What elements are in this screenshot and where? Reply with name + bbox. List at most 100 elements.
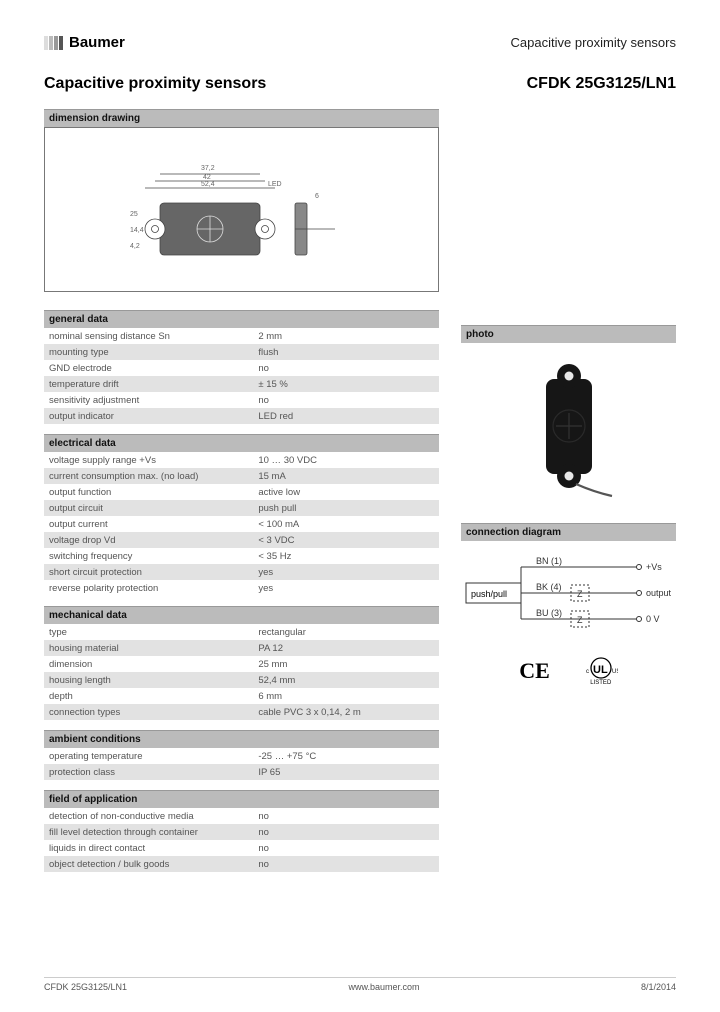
table-row: temperature drift± 15 % xyxy=(44,376,439,392)
section-general-data: general data xyxy=(44,310,439,328)
field-application-table: detection of non-conductive medianofill … xyxy=(44,808,439,872)
spec-value: IP 65 xyxy=(253,764,439,780)
spec-value: yes xyxy=(253,580,439,596)
section-field-of-application: field of application xyxy=(44,790,439,808)
conn-wire-0: BN (1) xyxy=(536,556,562,566)
connection-diagram: push/pull BN (1) BK (4) BU (3) xyxy=(461,547,676,642)
section-dimension-drawing: dimension drawing xyxy=(44,109,439,127)
section-electrical-data: electrical data xyxy=(44,434,439,452)
product-photo-svg xyxy=(514,354,624,504)
spec-value: < 3 VDC xyxy=(253,532,439,548)
table-row: switching frequency< 35 Hz xyxy=(44,548,439,564)
table-row: mounting typeflush xyxy=(44,344,439,360)
table-row: connection typescable PVC 3 x 0,14, 2 m xyxy=(44,704,439,720)
spec-value: push pull xyxy=(253,500,439,516)
table-row: current consumption max. (no load)15 mA xyxy=(44,468,439,484)
spec-value: 6 mm xyxy=(253,688,439,704)
section-photo: photo xyxy=(461,325,676,343)
spec-value: < 100 mA xyxy=(253,516,439,532)
spec-key: liquids in direct contact xyxy=(44,840,253,856)
spec-key: detection of non-conductive media xyxy=(44,808,253,824)
table-row: object detection / bulk goodsno xyxy=(44,856,439,872)
table-row: housing length52,4 mm xyxy=(44,672,439,688)
spec-value: PA 12 xyxy=(253,640,439,656)
logo-bars-icon xyxy=(44,36,63,50)
spec-value: no xyxy=(253,392,439,408)
spec-key: current consumption max. (no load) xyxy=(44,468,253,484)
spec-key: GND electrode xyxy=(44,360,253,376)
brand-name: Baumer xyxy=(69,34,125,51)
dim-h2: 14,4 xyxy=(130,227,144,234)
spec-key: output circuit xyxy=(44,500,253,516)
section-connection-diagram: connection diagram xyxy=(461,523,676,541)
header-category: Capacitive proximity sensors xyxy=(511,35,676,50)
table-row: liquids in direct contactno xyxy=(44,840,439,856)
spec-value: no xyxy=(253,840,439,856)
spec-key: depth xyxy=(44,688,253,704)
spec-key: mounting type xyxy=(44,344,253,360)
dim-h1: 25 xyxy=(130,211,138,218)
spec-key: switching frequency xyxy=(44,548,253,564)
table-row: housing materialPA 12 xyxy=(44,640,439,656)
general-data-table: nominal sensing distance Sn2 mmmounting … xyxy=(44,328,439,424)
spec-key: type xyxy=(44,624,253,640)
spec-key: output function xyxy=(44,484,253,500)
spec-key: operating temperature xyxy=(44,748,253,764)
spec-value: -25 … +75 °C xyxy=(253,748,439,764)
spec-key: temperature drift xyxy=(44,376,253,392)
spec-value: 15 mA xyxy=(253,468,439,484)
footer-product: CFDK 25G3125/LN1 xyxy=(44,982,127,992)
spec-value: cable PVC 3 x 0,14, 2 m xyxy=(253,704,439,720)
spec-value: ± 15 % xyxy=(253,376,439,392)
spec-key: housing length xyxy=(44,672,253,688)
spec-value: active low xyxy=(253,484,439,500)
page-footer: CFDK 25G3125/LN1 www.baumer.com 8/1/2014 xyxy=(44,977,676,992)
ambient-conditions-table: operating temperature-25 … +75 °Cprotect… xyxy=(44,748,439,780)
datasheet-page: Baumer Capacitive proximity sensors Capa… xyxy=(0,0,720,1012)
conn-out-2: 0 V xyxy=(646,614,660,624)
conn-box-label: push/pull xyxy=(471,589,507,599)
page-title: Capacitive proximity sensors xyxy=(44,75,266,93)
table-row: voltage supply range +Vs10 … 30 VDC xyxy=(44,452,439,468)
spec-value: < 35 Hz xyxy=(253,548,439,564)
dim-d: 6 xyxy=(315,193,319,200)
spec-value: yes xyxy=(253,564,439,580)
spec-key: housing material xyxy=(44,640,253,656)
spec-value: 52,4 mm xyxy=(253,672,439,688)
spec-key: output current xyxy=(44,516,253,532)
spec-value: no xyxy=(253,856,439,872)
svg-text:UL: UL xyxy=(593,664,608,676)
table-row: typerectangular xyxy=(44,624,439,640)
dim-led: LED xyxy=(268,181,282,188)
footer-date: 8/1/2014 xyxy=(641,982,676,992)
conn-out-0: +Vs xyxy=(646,562,662,572)
conn-sym-1: Z xyxy=(577,589,583,599)
dim-w2: 42 xyxy=(203,174,211,181)
section-ambient-conditions: ambient conditions xyxy=(44,730,439,748)
table-row: nominal sensing distance Sn2 mm xyxy=(44,328,439,344)
spec-key: fill level detection through container xyxy=(44,824,253,840)
table-row: output functionactive low xyxy=(44,484,439,500)
table-row: voltage drop Vd< 3 VDC xyxy=(44,532,439,548)
dim-w1: 52,4 xyxy=(201,181,215,188)
spec-value: rectangular xyxy=(253,624,439,640)
table-row: sensitivity adjustmentno xyxy=(44,392,439,408)
dim-w3: 37,2 xyxy=(201,165,215,172)
certification-marks: CE UL c US LISTED xyxy=(461,656,676,686)
spec-key: sensitivity adjustment xyxy=(44,392,253,408)
left-column: dimension drawing xyxy=(44,109,439,872)
table-row: fill level detection through containerno xyxy=(44,824,439,840)
spec-key: voltage supply range +Vs xyxy=(44,452,253,468)
table-row: GND electrodeno xyxy=(44,360,439,376)
product-photo xyxy=(461,349,676,509)
dim-r: 4,2 xyxy=(130,243,140,250)
table-row: output indicatorLED red xyxy=(44,408,439,424)
conn-wire-1: BK (4) xyxy=(536,582,562,592)
svg-text:US: US xyxy=(612,669,618,675)
section-mechanical-data: mechanical data xyxy=(44,606,439,624)
table-row: detection of non-conductive mediano xyxy=(44,808,439,824)
spec-value: 2 mm xyxy=(253,328,439,344)
table-row: output circuitpush pull xyxy=(44,500,439,516)
spec-key: protection class xyxy=(44,764,253,780)
connection-diagram-svg: push/pull BN (1) BK (4) BU (3) xyxy=(461,547,676,637)
